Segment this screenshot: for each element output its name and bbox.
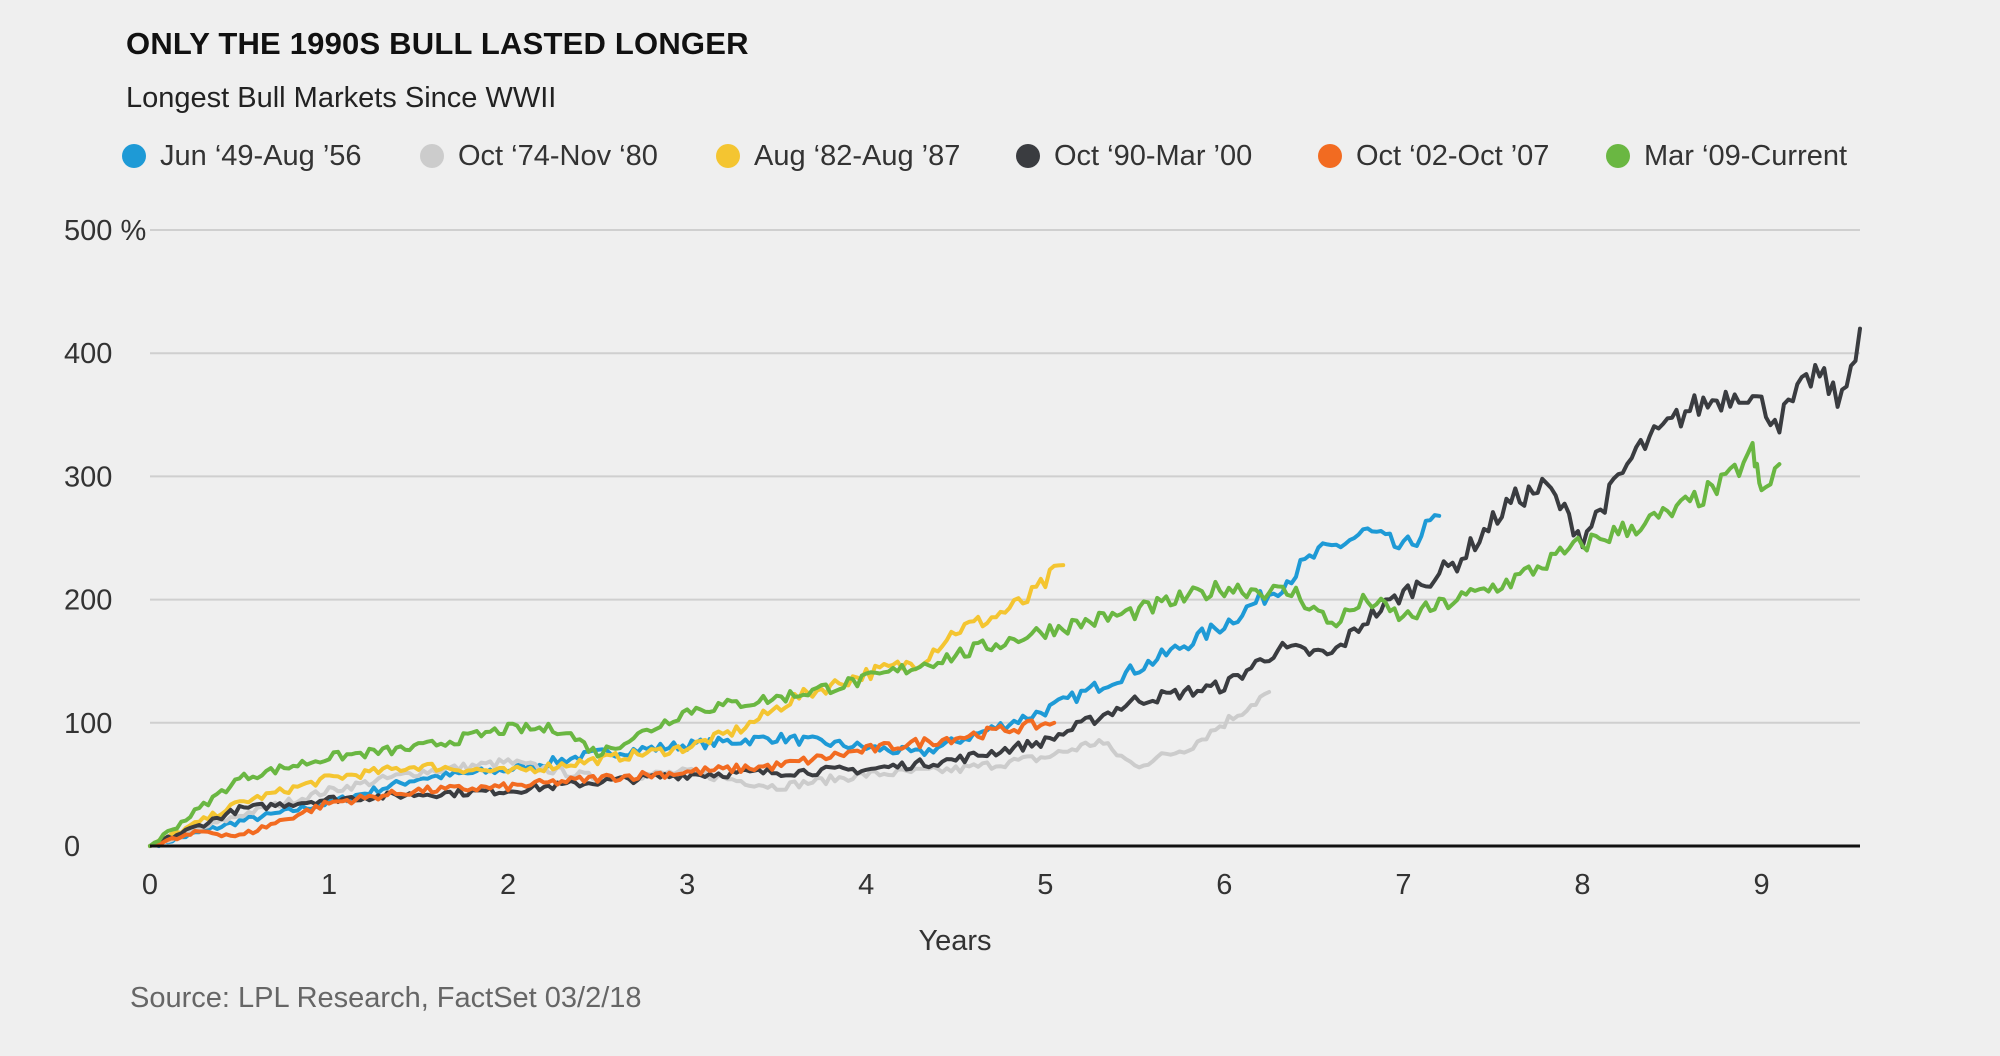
legend-label: Jun ‘49-Aug ’56 xyxy=(160,139,362,172)
legend: Jun ‘49-Aug ’56 Oct ‘74-Nov ‘80 Aug ‘82-… xyxy=(122,134,1862,178)
series-line-5 xyxy=(148,718,1057,848)
legend-label: Aug ‘82-Aug ’87 xyxy=(754,139,961,172)
axes: 0 100 200 300 400 500 % 0 1 2 3 4 5 6 7 8 9 xyxy=(64,215,1860,901)
x-tick-label: 4 xyxy=(858,869,874,901)
legend-label: Mar ‘09-Current xyxy=(1644,139,1848,172)
source-note: Source: LPL Research, FactSet 03/2/18 xyxy=(130,982,642,1014)
legend-item: Oct ‘90-Mar ’00 xyxy=(1016,134,1252,178)
y-tick-label: 200 xyxy=(64,585,112,617)
legend-item: Oct ‘74-Nov ‘80 xyxy=(420,134,658,178)
series-line-6 xyxy=(148,440,1782,848)
y-tick-label: 500 % xyxy=(64,215,146,247)
x-tick-label: 8 xyxy=(1574,869,1590,901)
x-tick-label: 9 xyxy=(1753,869,1769,901)
legend-item: Jun ‘49-Aug ’56 xyxy=(122,134,362,178)
x-tick-label: 1 xyxy=(321,869,337,901)
grid-lines xyxy=(150,229,1860,724)
legend-swatch-icon xyxy=(1606,144,1630,168)
series-line-2 xyxy=(148,690,1272,848)
legend-label: Oct ‘02-Oct ’07 xyxy=(1356,139,1550,172)
y-tick-label: 300 xyxy=(64,461,112,493)
chart-title: ONLY THE 1990S BULL LASTED LONGER xyxy=(126,26,749,61)
x-tick-label: 5 xyxy=(1037,869,1053,901)
legend-label: Oct ‘90-Mar ’00 xyxy=(1054,139,1253,172)
legend-swatch-icon xyxy=(1318,144,1342,168)
x-tick-label: 0 xyxy=(142,869,158,901)
legend-swatch-icon xyxy=(716,144,740,168)
legend-swatch-icon xyxy=(420,144,444,168)
y-tick-label: 100 xyxy=(64,708,112,740)
y-tick-label: 400 xyxy=(64,338,112,370)
y-tick-label: 0 xyxy=(64,831,80,863)
series-line-4 xyxy=(148,326,1862,848)
x-tick-label: 6 xyxy=(1216,869,1232,901)
chart-subtitle: Longest Bull Markets Since WWII xyxy=(126,82,557,114)
x-axis-title: Years xyxy=(918,925,991,957)
series-lines xyxy=(148,326,1862,849)
x-tick-label: 2 xyxy=(500,869,516,901)
legend-item: Aug ‘82-Aug ’87 xyxy=(716,134,960,178)
series-line-1 xyxy=(148,513,1442,849)
x-tick-label: 7 xyxy=(1395,869,1411,901)
series-line-3 xyxy=(148,563,1066,848)
legend-item: Oct ‘02-Oct ’07 xyxy=(1318,134,1549,178)
x-tick-label: 3 xyxy=(679,869,695,901)
legend-label: Oct ‘74-Nov ‘80 xyxy=(458,139,658,172)
legend-swatch-icon xyxy=(122,144,146,168)
legend-item: Mar ‘09-Current xyxy=(1606,134,1847,178)
legend-swatch-icon xyxy=(1016,144,1040,168)
